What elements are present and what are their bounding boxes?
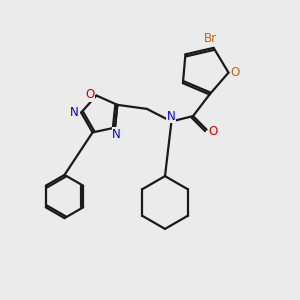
- Text: N: N: [70, 106, 79, 119]
- Text: Br: Br: [204, 32, 217, 45]
- Text: N: N: [167, 110, 176, 123]
- Text: O: O: [208, 124, 218, 138]
- Text: N: N: [112, 128, 121, 141]
- Text: O: O: [230, 65, 240, 79]
- Text: O: O: [85, 88, 94, 101]
